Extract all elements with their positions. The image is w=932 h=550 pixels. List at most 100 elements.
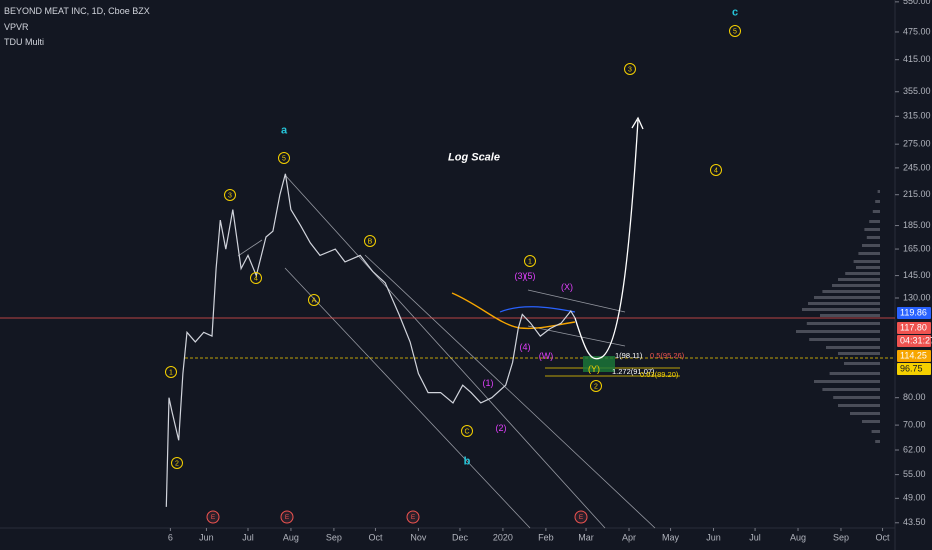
x-tick-label: Jul	[749, 532, 761, 542]
wave-label: (Y)	[588, 364, 600, 374]
y-tick-label: 475.00	[903, 26, 931, 36]
wave-label: 5	[733, 28, 737, 35]
wave-label: A	[312, 297, 317, 304]
y-tick-label: 165.00	[903, 243, 931, 253]
wave-label: c	[732, 6, 738, 18]
earnings-label: E	[211, 514, 216, 521]
wave-circle	[165, 366, 177, 378]
x-tick-label: Aug	[790, 532, 806, 542]
wave-label: Log Scale	[448, 151, 500, 163]
x-tick-label: Nov	[410, 532, 427, 542]
x-tick-label: 6	[168, 532, 173, 542]
y-tick-label: 43.50	[903, 517, 926, 527]
fib-label: 0.5(95.26)	[650, 351, 685, 360]
wave-circle	[524, 255, 536, 267]
y-tick-label: 275.00	[903, 139, 931, 149]
wave-label: C	[464, 428, 469, 435]
x-tick-label: Oct	[368, 532, 383, 542]
earnings-label: E	[579, 514, 584, 521]
x-tick-label: May	[662, 532, 680, 542]
indicator-label: TDU Multi	[4, 37, 44, 47]
price-badge-box	[897, 363, 931, 375]
wave-circle	[224, 189, 236, 201]
volume-profile-bar	[838, 278, 880, 281]
earnings-marker	[280, 510, 294, 524]
volume-profile-bar	[822, 388, 880, 391]
price-badge-box	[897, 335, 931, 347]
wave-circle	[250, 272, 262, 284]
earnings-label: E	[411, 514, 416, 521]
volume-profile-bar	[862, 420, 880, 423]
wave-label: 5	[282, 155, 286, 162]
wave-label: (5)	[525, 271, 536, 281]
volume-profile-bar	[820, 314, 880, 317]
wave-label: (X)	[561, 282, 573, 292]
wave-label: (3)	[515, 271, 526, 281]
volume-profile-bar	[832, 284, 880, 287]
wave-circle	[710, 164, 722, 176]
volume-profile-bar	[864, 228, 880, 231]
volume-profile-bar	[833, 396, 880, 399]
wave-label: a	[281, 124, 288, 136]
price-badge-box	[897, 307, 931, 319]
wave-circle	[461, 425, 473, 437]
volume-profile-bar	[871, 430, 880, 433]
volume-profile-bar	[844, 362, 880, 365]
volume-profile-bar	[838, 404, 880, 407]
x-tick-label: Jun	[199, 532, 214, 542]
y-tick-label: 70.00	[903, 419, 926, 429]
volume-profile-bar	[822, 290, 880, 293]
volume-profile-bar	[869, 220, 880, 223]
volume-profile-bar	[872, 210, 880, 213]
y-tick-label: 80.00	[903, 392, 926, 402]
arrow-head	[631, 116, 644, 130]
price-badge-box	[897, 350, 931, 362]
projection-arrow	[574, 119, 639, 360]
y-tick-label: 245.00	[903, 162, 931, 172]
y-tick-label: 55.00	[903, 469, 926, 479]
x-tick-label: Sep	[326, 532, 342, 542]
fib-label: 1(98.11)	[615, 351, 643, 360]
wave-circle	[590, 380, 602, 392]
wave-circle	[171, 457, 183, 469]
y-tick-label: 145.00	[903, 270, 931, 280]
volume-profile-bar	[875, 200, 880, 203]
y-tick-label: 550.00	[903, 0, 931, 6]
wave-label: B	[368, 238, 373, 245]
volume-profile-bar	[850, 412, 880, 415]
y-tick-label: 415.00	[903, 54, 931, 64]
wave-circle	[308, 294, 320, 306]
price-badge: 117.80	[897, 322, 931, 334]
y-tick-label: 49.00	[903, 493, 926, 503]
fib-label: 0.63(89.20)	[640, 370, 679, 379]
volume-profile-bar	[838, 352, 880, 355]
wave-label: 3	[228, 192, 232, 199]
volume-profile-bar	[806, 322, 880, 325]
price-badge-box	[897, 322, 931, 334]
price-badge-label: 119.86	[900, 307, 927, 317]
channel-lines	[237, 174, 656, 529]
price-badge: 04:31:27	[897, 335, 932, 347]
wave-label: (W)	[539, 351, 554, 361]
wave-circle	[364, 235, 376, 247]
wave-label: 4	[254, 275, 258, 282]
wave-label: (4)	[520, 342, 531, 352]
volume-profile-bar	[858, 252, 880, 255]
wave-label: 2	[594, 383, 598, 390]
volume-profile-bar	[796, 330, 880, 333]
volume-profile-bar	[826, 346, 880, 349]
volume-profile-bar	[808, 302, 880, 305]
price-badge: 114.25	[897, 350, 931, 362]
symbol-title: BEYOND MEAT INC, 1D, Cboe BZX	[4, 6, 150, 16]
earnings-marker	[406, 510, 420, 524]
moving-average	[451, 292, 576, 330]
wave-circle	[729, 25, 741, 37]
y-tick-label: 315.00	[903, 111, 931, 121]
price-badge-label: 114.25	[900, 350, 927, 360]
volume-profile-bar	[877, 190, 880, 193]
volume-profile-bar	[862, 244, 880, 247]
wave-label: (2)	[496, 423, 507, 433]
x-tick-label: Apr	[622, 532, 636, 542]
volume-profile-bar	[814, 380, 880, 383]
